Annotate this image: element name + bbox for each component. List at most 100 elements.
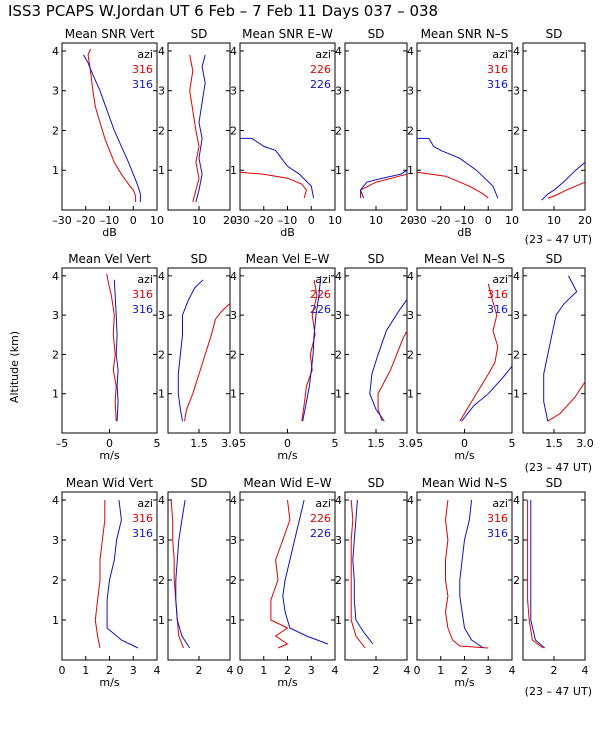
panel-frame bbox=[167, 491, 231, 661]
series-line-red bbox=[444, 499, 489, 649]
x-tick-label: 20 bbox=[223, 214, 237, 227]
y-tick-label: 2 bbox=[230, 574, 237, 587]
y-tick-label: 3 bbox=[407, 85, 414, 98]
series-line-red bbox=[270, 499, 291, 649]
panel-title: SD bbox=[368, 27, 385, 41]
y-tick-label: 2 bbox=[513, 348, 520, 361]
series-line-blue bbox=[369, 299, 408, 422]
x-tick-label: 3.0 bbox=[576, 437, 594, 450]
x-axis-label: m/s bbox=[99, 449, 119, 462]
series-line-red bbox=[301, 279, 318, 422]
x-tick-label: –20 bbox=[254, 214, 274, 227]
y-tick-label: 3 bbox=[513, 534, 520, 547]
x-tick-label: 3.0 bbox=[398, 437, 416, 450]
y-tick-label: 2 bbox=[230, 348, 237, 361]
time-note-row-2: (23 – 47 UT) bbox=[525, 461, 592, 474]
x-tick-label: 1 bbox=[82, 664, 89, 677]
x-tick-label: –10 bbox=[455, 214, 475, 227]
panel-16: SD 1 2 3 4 2 4 bbox=[335, 476, 411, 677]
y-tick-label: 4 bbox=[158, 45, 165, 58]
series-line-blue bbox=[177, 279, 204, 422]
y-tick-label: 2 bbox=[230, 124, 237, 137]
y-tick-label: 2 bbox=[513, 574, 520, 587]
y-tick-label: 1 bbox=[52, 388, 59, 401]
legend-entry-red: 316 bbox=[132, 512, 153, 525]
y-tick-label: 3 bbox=[158, 534, 165, 547]
y-tick-label: 4 bbox=[335, 494, 342, 507]
legend-entry-blue: 316 bbox=[487, 78, 508, 91]
y-tick-label: 4 bbox=[335, 45, 342, 58]
x-tick-label: 1.5 bbox=[367, 437, 385, 450]
panel-frame bbox=[167, 42, 231, 211]
legend-title: azi bbox=[315, 273, 331, 286]
series-line-blue bbox=[106, 499, 139, 649]
x-tick-label: 0 bbox=[414, 664, 421, 677]
x-tick-label: 10 bbox=[328, 214, 342, 227]
y-tick-label: 2 bbox=[513, 124, 520, 137]
panel-title: SD bbox=[546, 476, 563, 490]
x-tick-label: 10 bbox=[505, 214, 519, 227]
y-tick-label: 3 bbox=[230, 85, 237, 98]
x-tick-label: –10 bbox=[278, 214, 298, 227]
series-line-red bbox=[459, 283, 499, 422]
x-tick-label: 4 bbox=[582, 664, 589, 677]
y-tick-label: 3 bbox=[230, 534, 237, 547]
y-tick-label: 3 bbox=[52, 309, 59, 322]
x-tick-label: 1.5 bbox=[545, 437, 563, 450]
series-line-red bbox=[106, 273, 117, 422]
y-tick-label: 4 bbox=[513, 494, 520, 507]
x-tick-label: –20 bbox=[431, 214, 451, 227]
y-tick-label: 1 bbox=[52, 164, 59, 177]
x-tick-label: 4 bbox=[509, 664, 516, 677]
y-tick-label: 1 bbox=[407, 388, 414, 401]
panel-5: Mean SNR N–S 1 2 3 4 –30 –20 –10 0 10 dB azi 316 316 bbox=[407, 27, 519, 239]
y-tick-label: 1 bbox=[230, 388, 237, 401]
panel-title: Mean Vel N–S bbox=[424, 252, 505, 266]
series-line-blue bbox=[113, 279, 119, 422]
x-tick-label: 2 bbox=[284, 664, 291, 677]
legend-title: azi bbox=[492, 273, 508, 286]
series-line-red bbox=[350, 499, 366, 649]
panel-frame bbox=[167, 267, 231, 434]
x-tick-label: –30 bbox=[407, 214, 427, 227]
x-axis-label: m/s bbox=[454, 449, 474, 462]
y-tick-label: 2 bbox=[335, 574, 342, 587]
legend-entry-blue: 316 bbox=[132, 78, 153, 91]
series-line-red bbox=[416, 171, 489, 199]
panel-title: Mean Wid E–W bbox=[243, 476, 331, 490]
y-tick-label: 2 bbox=[52, 574, 59, 587]
x-axis-label: m/s bbox=[277, 676, 297, 689]
series-line-blue bbox=[240, 137, 315, 199]
panel-title: SD bbox=[368, 252, 385, 266]
legend-title: azi bbox=[492, 48, 508, 61]
x-axis-label: dB bbox=[102, 226, 117, 239]
x-tick-label: 3.0 bbox=[221, 437, 239, 450]
panel-title: Mean Wid N–S bbox=[422, 476, 507, 490]
x-tick-label: 4 bbox=[404, 664, 411, 677]
y-tick-label: 1 bbox=[52, 614, 59, 627]
x-tick-label: 4 bbox=[154, 664, 161, 677]
legend-entry-blue: 226 bbox=[310, 78, 331, 91]
series-line-blue bbox=[82, 54, 141, 202]
series-line-blue bbox=[459, 499, 484, 649]
x-tick-label: –5 bbox=[56, 437, 69, 450]
legend-entry-blue: 226 bbox=[310, 303, 331, 316]
legend-title: azi bbox=[137, 48, 153, 61]
series-line-red bbox=[170, 499, 184, 649]
series-line-blue bbox=[530, 500, 546, 649]
panel-title: Mean Wid Vert bbox=[66, 476, 153, 490]
panel-3: Mean SNR E–W 1 2 3 4 –30 –20 –10 0 10 dB azi 226 226 bbox=[230, 27, 342, 239]
y-tick-label: 3 bbox=[158, 309, 165, 322]
panel-7: Mean Vel Vert 1 2 3 4 –5 0 5 m/s azi 316 316 bbox=[52, 252, 161, 462]
panel-13: Mean Wid Vert 1 2 3 4 0 1 2 3 4 m/s azi 316 316 bbox=[52, 476, 161, 689]
series-line-red bbox=[547, 381, 586, 422]
panel-title: Mean SNR Vert bbox=[65, 27, 155, 41]
y-tick-label: 3 bbox=[335, 309, 342, 322]
x-tick-label: 5 bbox=[154, 437, 161, 450]
x-tick-label: –30 bbox=[52, 214, 72, 227]
y-tick-label: 4 bbox=[407, 270, 414, 283]
x-tick-label: 5 bbox=[332, 437, 339, 450]
x-tick-label: 20 bbox=[578, 214, 592, 227]
y-tick-label: 1 bbox=[158, 164, 165, 177]
